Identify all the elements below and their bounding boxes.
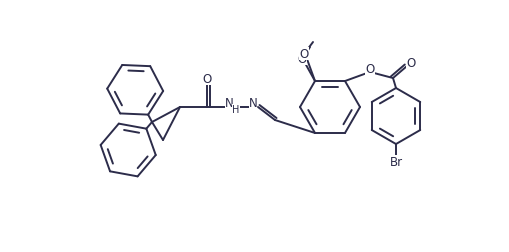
Text: N: N: [248, 96, 257, 109]
Text: H: H: [232, 105, 239, 115]
Text: O: O: [202, 72, 211, 85]
Text: O: O: [297, 52, 306, 65]
Text: O: O: [364, 62, 374, 75]
Text: N: N: [224, 96, 233, 109]
Text: Br: Br: [389, 155, 402, 168]
Text: O: O: [406, 56, 415, 69]
Text: O: O: [299, 47, 308, 60]
